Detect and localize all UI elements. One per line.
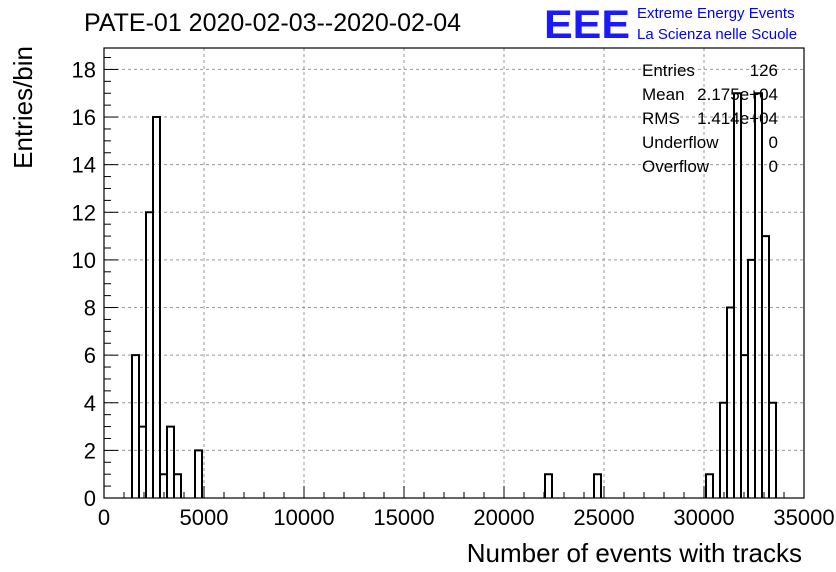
histogram-bin xyxy=(152,116,161,498)
histogram-bin xyxy=(173,473,182,498)
x-tick-label: 25000 xyxy=(573,505,634,530)
logo-mark: EEE xyxy=(544,3,630,47)
x-tick-label: 20000 xyxy=(473,505,534,530)
x-tick-label: 10000 xyxy=(273,505,334,530)
logo-line-1: Extreme Energy Events xyxy=(637,5,795,22)
stats-label: Mean xyxy=(642,85,685,104)
x-tick-label: 0 xyxy=(98,505,110,530)
histogram-bin xyxy=(194,449,203,498)
logo-line-2: La Scienza nelle Scuole xyxy=(637,26,797,43)
histogram-bin xyxy=(544,473,553,498)
histogram-bin xyxy=(747,258,756,498)
x-axis-title: Number of events with tracks xyxy=(467,538,802,568)
histogram-bin xyxy=(166,425,175,498)
grid-lines xyxy=(104,48,804,498)
stats-value: 0 xyxy=(769,133,778,152)
histogram-bin xyxy=(768,401,777,498)
y-tick-label: 16 xyxy=(72,105,96,130)
stats-value: 1.414e+04 xyxy=(697,109,778,128)
x-tick-label: 5000 xyxy=(180,505,229,530)
y-tick-label: 4 xyxy=(84,391,96,416)
y-tick-label: 2 xyxy=(84,438,96,463)
x-tick-label: 30000 xyxy=(673,505,734,530)
plot-frame xyxy=(103,47,805,499)
y-tick-label: 0 xyxy=(84,486,96,511)
x-tick-label: 35000 xyxy=(773,505,834,530)
stats-label: Entries xyxy=(642,61,695,80)
y-tick-label: 10 xyxy=(72,248,96,273)
histogram-bin xyxy=(761,235,770,498)
histogram-bin xyxy=(593,473,602,498)
stats-label: Underflow xyxy=(642,133,719,152)
stats-value: 2.175e+04 xyxy=(697,85,778,104)
y-tick-label: 8 xyxy=(84,296,96,321)
histogram-bin xyxy=(138,425,147,498)
histogram-bin xyxy=(733,92,742,498)
x-ticks: 0 5000 10000 15000 20000 25000 30000 35000 xyxy=(98,486,835,530)
histogram-bin xyxy=(705,473,714,498)
chart-title: PATE-01 2020-02-03--2020-02-04 xyxy=(84,9,461,37)
histogram-bin xyxy=(131,354,140,498)
stats-label: RMS xyxy=(642,109,680,128)
histogram-outline xyxy=(131,92,777,498)
stats-value: 126 xyxy=(750,61,778,80)
x-tick-label: 15000 xyxy=(373,505,434,530)
y-tick-label: 14 xyxy=(72,153,96,178)
histogram-bin xyxy=(754,92,763,498)
stats-box: Entries 126 Mean 2.175e+04 RMS 1.414e+04 Under… xyxy=(642,61,778,176)
stats-label: Overflow xyxy=(642,157,710,176)
y-axis-title: Entries/bin xyxy=(8,46,38,169)
eee-logo: EEE Extreme Energy Events La Scienza nel… xyxy=(544,3,797,47)
y-tick-label: 18 xyxy=(72,57,96,82)
stats-value: 0 xyxy=(769,157,778,176)
histogram-bin xyxy=(740,354,749,498)
y-ticks: 0 2 4 6 8 10 12 14 16 18 xyxy=(72,57,118,511)
y-tick-label: 12 xyxy=(72,200,96,225)
y-tick-label: 6 xyxy=(84,343,96,368)
